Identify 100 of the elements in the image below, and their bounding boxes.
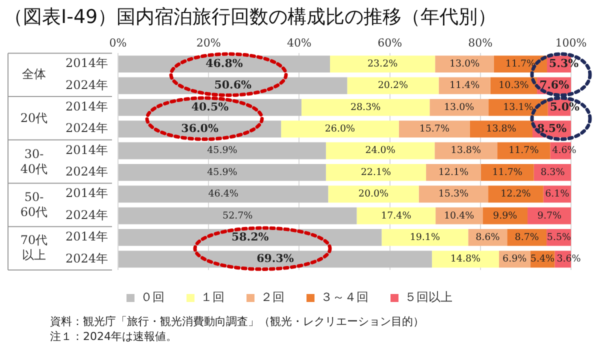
bar [118,229,382,246]
y-tick-label: 2014年 [65,56,108,70]
legend-label: ０回 [140,290,164,304]
data-label: 13.0% [444,102,474,113]
bar [470,120,532,138]
data-label: 46.4% [208,188,238,200]
bar [430,98,489,116]
data-label: 13.0% [449,58,480,70]
data-label: 6.9% [502,254,527,265]
data-label: 46.8% [206,56,244,70]
text: 20代 [19,110,49,127]
y-tick-label: 2014年 [65,186,108,200]
bar [326,164,426,181]
bar [347,77,439,94]
text: 50-60代 [19,188,49,221]
legend-label: ２回 [260,290,284,304]
data-label: 13.1% [503,102,534,113]
text: 70代以上 [19,232,49,264]
y-tick-label: 2024年 [65,164,108,179]
data-label: 11.7% [508,145,539,156]
data-label: 6.1% [545,188,570,200]
data-label: 26.0% [324,124,356,135]
data-label: 50.6% [214,78,252,92]
x-tick-label: 100% [555,36,587,50]
bar [118,164,326,181]
data-label: 24.0% [365,145,396,156]
data-label: 19.1% [410,232,440,243]
data-label: 10.3% [498,80,529,92]
bar [398,120,470,138]
x-tick-label: 60% [378,36,402,50]
data-label: 13.8% [450,145,481,156]
text: 資料：観光庁「旅行・観光消費動向調査」（観光・レクリエーション目的） [49,314,425,329]
data-label: 12.1% [438,166,469,178]
data-label: 45.9% [207,166,238,178]
bar [328,186,419,203]
x-tick-label: 0% [109,36,127,50]
data-label: 8.3% [540,166,565,178]
data-label: 9.9% [493,210,518,222]
bar [118,207,357,224]
data-label: 36.0% [181,122,219,135]
y-tick-label: 2024年 [65,121,108,136]
bar [482,207,528,224]
data-label: 15.3% [438,188,469,200]
bar [480,164,534,181]
bar [330,56,436,72]
data-label: 20.2% [378,80,408,92]
data-label: 45.9% [207,145,238,156]
y-tick-label: 2024年 [65,251,108,266]
bar [281,120,399,138]
text: 全体 [21,66,47,84]
bar [435,56,494,72]
y-tick-label: 2014年 [65,142,108,157]
bar [488,186,544,203]
bar [326,142,435,160]
bar [418,186,488,203]
data-label: 15.7% [419,124,450,135]
bar [356,207,436,224]
data-label: 52.7% [222,210,253,222]
data-label: 20.0% [358,188,389,200]
data-label: 58.2% [231,230,270,244]
legend-label: １回 [200,290,224,304]
bar [118,250,432,268]
data-label: 7.6% [539,78,570,92]
data-label: 14.8% [450,254,481,265]
bar [118,142,326,160]
y-tick-label: 2024年 [65,78,108,92]
chart-title: （図表Ⅰ-49）国内宿泊旅行回数の構成比の推移（年代別） [3,5,498,30]
data-label: 11.4% [449,80,480,92]
data-label: 11.7% [505,58,536,70]
x-tick-label: 80% [468,36,493,50]
data-label: 40.5% [191,100,230,114]
text: 30-40代 [19,146,49,178]
legend-label: ３～４回 [320,290,368,304]
bar [426,164,481,181]
y-tick-label: 2014年 [65,230,108,244]
data-label: 11.7% [492,166,522,178]
data-label: 8.6% [476,232,500,243]
data-label: 12.2% [500,188,531,200]
data-label: 8.7% [514,232,539,243]
data-label: 28.3% [350,102,381,113]
data-label: 22.1% [360,166,392,178]
x-tick-label: 20% [196,36,221,50]
y-tick-label: 2024年 [65,208,108,222]
data-label: 23.2% [367,58,398,70]
legend-label: ５回以上 [404,290,452,304]
y-tick-label: 2014年 [65,100,108,114]
data-label: 13.8% [486,124,516,135]
text: 注１：2024年は速報値。 [49,329,178,344]
bar [528,207,571,224]
data-label: 17.4% [381,210,412,222]
x-tick-label: 40% [286,36,312,50]
data-label: 5.4% [530,254,555,265]
data-label: 9.7% [537,210,562,222]
bar [118,186,328,203]
bar [432,250,499,268]
bar [382,229,468,246]
data-label: 5.5% [546,232,572,243]
bar [301,98,430,116]
data-label: 69.3% [256,252,294,266]
data-label: 10.4% [444,210,474,222]
